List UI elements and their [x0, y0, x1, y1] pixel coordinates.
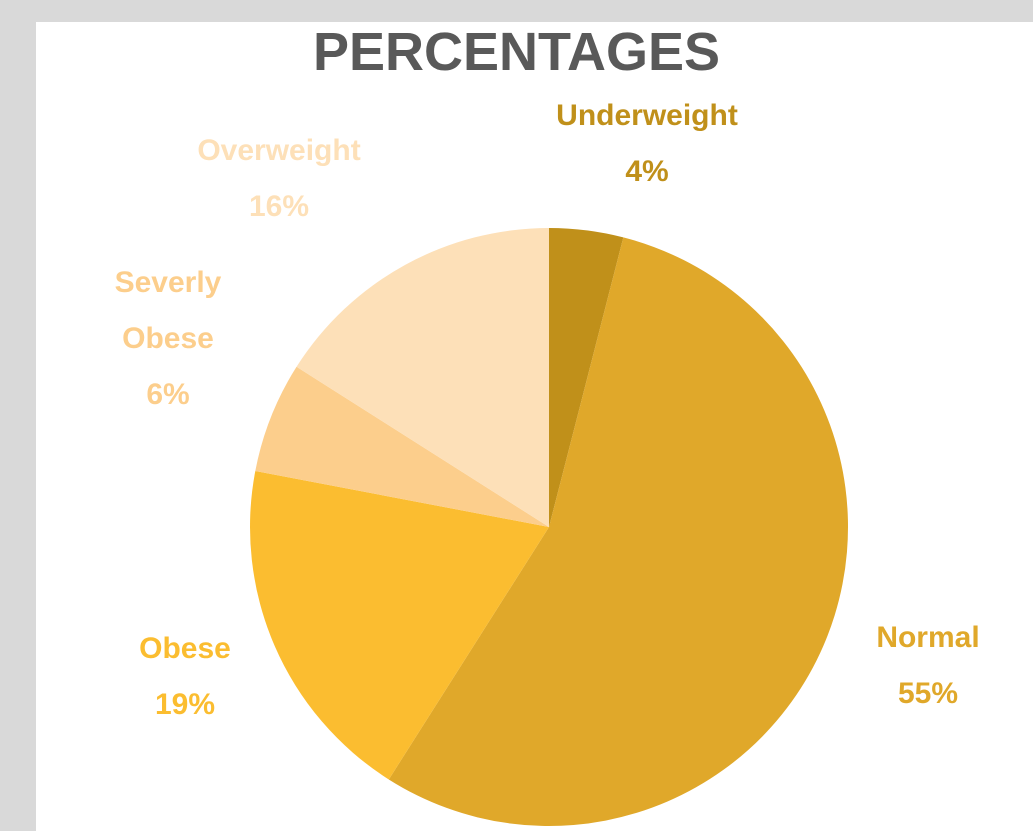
label-overweight-value: 16%: [249, 190, 309, 223]
label-severly-obese-name: Obese: [122, 322, 214, 355]
label-severly-obese-value: 6%: [146, 378, 189, 411]
label-underweight-value: 4%: [625, 155, 668, 188]
label-overweight-name: Overweight: [197, 134, 360, 167]
pie-slice-severly-obese: [255, 366, 550, 527]
pie-slice-underweight: [549, 228, 624, 527]
label-obese-name: Obese: [139, 632, 231, 665]
label-severly-obese-name: Severly: [115, 266, 222, 299]
chart-title: PERCENTAGES: [312, 22, 721, 82]
pie-labels: Underweight 4% Normal 55% Obese 19% Severly Obe…: [115, 99, 980, 721]
label-normal-name: Normal: [876, 621, 979, 654]
pie-slice-obese: [250, 470, 549, 780]
label-underweight-name: Underweight: [556, 99, 738, 132]
pie-slice-normal: [388, 237, 849, 826]
label-obese-value: 19%: [155, 688, 215, 721]
pie-slices: [250, 228, 849, 826]
label-normal-value: 55%: [898, 677, 958, 710]
pie-slice-overweight: [296, 228, 549, 527]
